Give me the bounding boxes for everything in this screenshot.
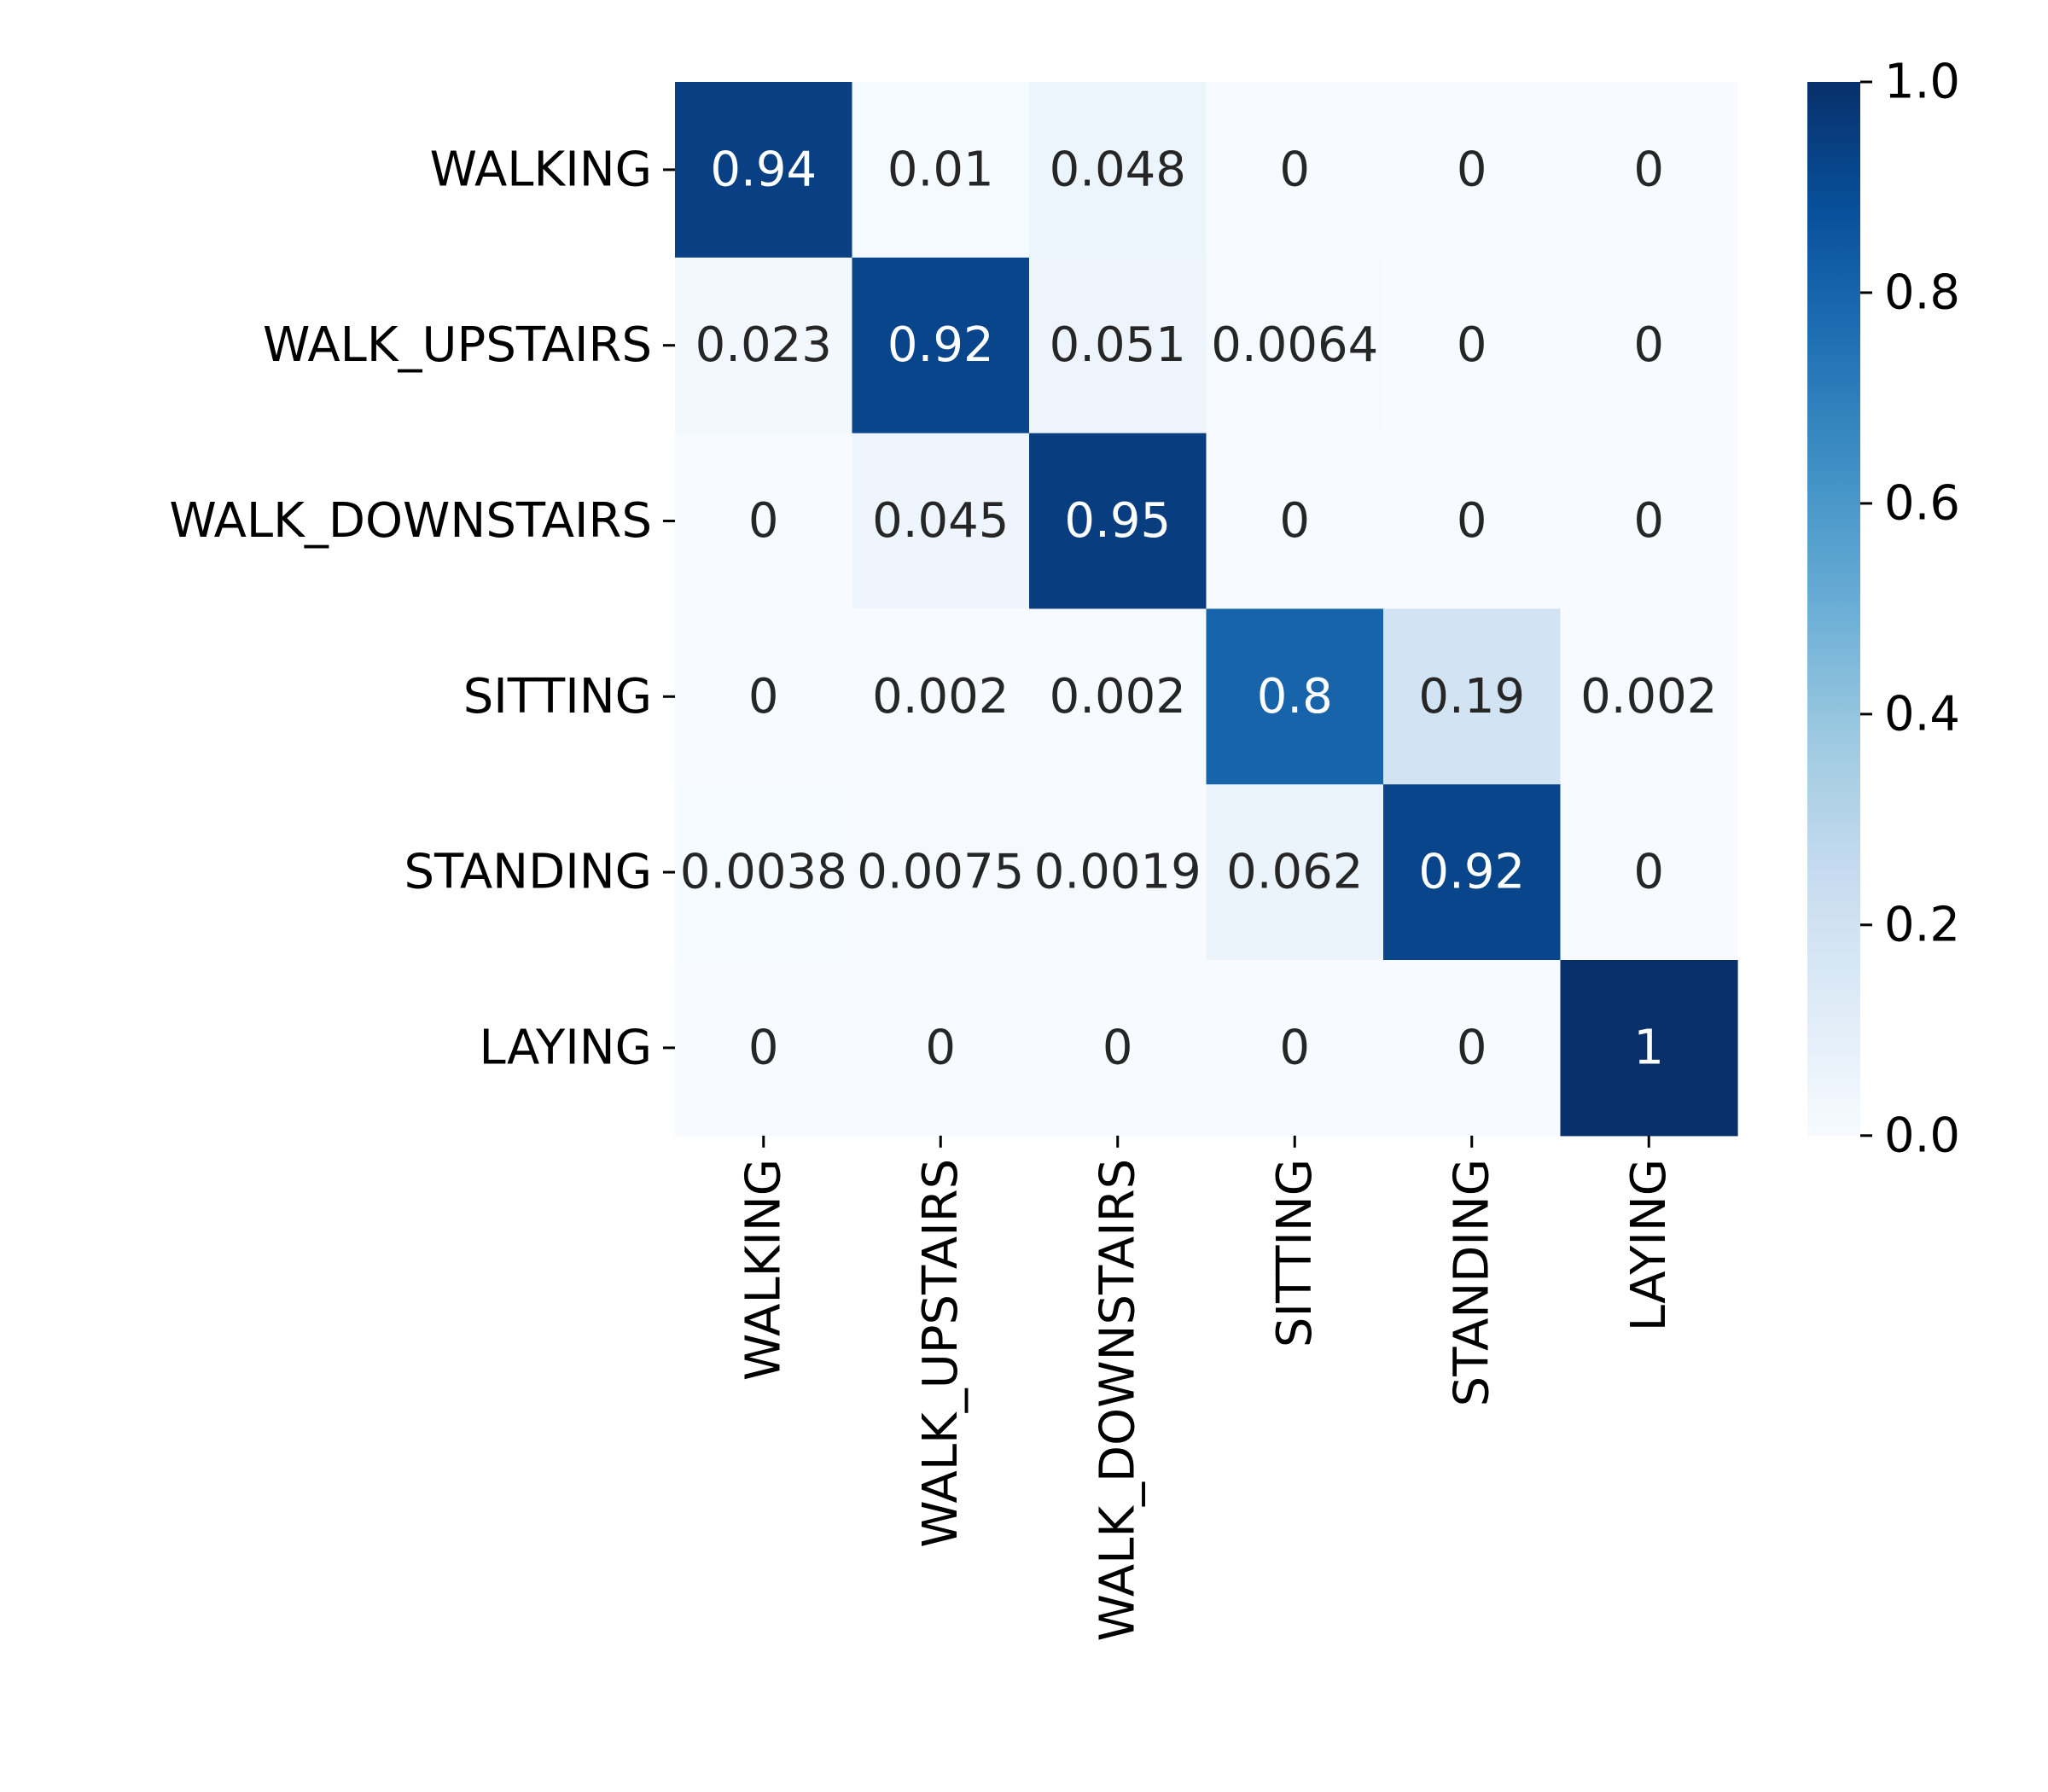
heatmap-cell — [1206, 784, 1384, 961]
cell-annotation: 0 — [1457, 317, 1487, 373]
heatmap-cell — [1560, 608, 1738, 785]
heatmap-cell — [1206, 433, 1384, 609]
heatmap-cell — [1029, 784, 1207, 961]
heatmap-cell — [1029, 433, 1207, 609]
heatmap-cell — [1560, 433, 1738, 609]
cell-annotation: 0.062 — [1226, 845, 1363, 900]
cell-annotation: 0 — [1633, 142, 1664, 197]
heatmap-cell — [675, 608, 853, 785]
heatmap-cell — [1029, 257, 1207, 434]
cell-annotation: 0 — [1103, 1020, 1133, 1075]
heatmap-cell — [1029, 960, 1207, 1137]
heatmap-cell — [852, 784, 1030, 961]
colorbar-tick-label: 1.0 — [1884, 55, 1960, 110]
heatmap-cell — [852, 257, 1030, 434]
heatmap-cell — [1560, 960, 1738, 1137]
heatmap-cell — [1560, 784, 1738, 961]
cell-annotation: 0.045 — [872, 493, 1009, 549]
heatmap-cell — [1560, 257, 1738, 434]
cell-annotation: 0 — [748, 669, 779, 724]
cell-annotation: 0 — [1633, 317, 1664, 373]
heatmap-cell — [1560, 82, 1738, 259]
x-tick-label: WALKING — [736, 1159, 791, 1381]
y-tick-label: WALK_DOWNSTAIRS — [169, 493, 652, 549]
heatmap-cell — [675, 960, 853, 1137]
x-tick-label: SITTING — [1267, 1159, 1323, 1347]
heatmap-cell — [1383, 784, 1562, 961]
cell-annotation: 0 — [1279, 493, 1310, 549]
cell-annotation: 0.023 — [695, 317, 832, 373]
heatmap-cell — [1206, 257, 1384, 434]
heatmap-cell — [1206, 82, 1384, 259]
colorbar-tick-label: 0.6 — [1884, 475, 1960, 531]
colorbar-tick-label: 0.8 — [1884, 265, 1960, 320]
cell-annotation: 0.0064 — [1211, 317, 1378, 373]
x-tick-label: STANDING — [1444, 1159, 1499, 1407]
heatmap-cell — [675, 257, 853, 434]
cell-annotation: 0 — [748, 1020, 779, 1075]
cell-annotation: 0 — [1633, 845, 1664, 900]
cell-annotation: 0.0075 — [857, 845, 1024, 900]
y-tick-label: WALKING — [430, 142, 652, 197]
heatmap-cell — [1383, 257, 1562, 434]
cell-annotation: 0 — [1633, 493, 1664, 549]
cell-annotation: 0.0038 — [680, 845, 847, 900]
colorbar-tick-label: 0.2 — [1884, 897, 1960, 952]
heatmap-cell — [1383, 608, 1562, 785]
cell-annotation: 0.01 — [887, 142, 994, 197]
y-tick-label: WALK_UPSTAIRS — [263, 317, 652, 373]
heatmap-cell — [852, 82, 1030, 259]
colorbar: 0.0 0.2 0.4 0.6 0.8 1.0 — [1807, 55, 1960, 1163]
cell-annotation: 0 — [1279, 142, 1310, 197]
cell-annotation: 0.8 — [1257, 669, 1333, 724]
cell-annotation: 0.19 — [1418, 669, 1525, 724]
heatmap-cell — [1206, 608, 1384, 785]
cell-annotation: 0 — [1457, 493, 1487, 549]
cell-annotation: 0.95 — [1064, 493, 1171, 549]
cell-annotation: 0.92 — [887, 317, 994, 373]
cell-annotation: 0.002 — [1580, 669, 1717, 724]
cell-annotation: 1 — [1633, 1020, 1664, 1075]
colorbar-tick-label: 0.4 — [1884, 686, 1960, 742]
cell-annotation: 0.002 — [872, 669, 1009, 724]
cell-annotation: 0 — [1457, 142, 1487, 197]
y-tick-label: STANDING — [404, 845, 652, 900]
cell-annotations: 0.94 0.01 0.048 0 0 0 0.023 0.92 0.051 0.0064 0 0 0 0… — [680, 142, 1718, 1075]
heatmap-cell — [675, 433, 853, 609]
cell-annotation: 0 — [925, 1020, 956, 1075]
colorbar-tick-label: 0.0 — [1884, 1108, 1960, 1163]
x-tick-label: LAYING — [1621, 1159, 1677, 1331]
heatmap-cell — [1383, 82, 1562, 259]
heatmap-cell — [1029, 608, 1207, 785]
heatmap-cell — [852, 608, 1030, 785]
heatmap-cell — [1383, 960, 1562, 1137]
heatmap-cell — [675, 82, 853, 259]
cell-annotation: 0.0019 — [1034, 845, 1201, 900]
heatmap-cell — [675, 784, 853, 961]
colorbar-gradient — [1807, 82, 1860, 1136]
heatmap-cell — [1206, 960, 1384, 1137]
heatmap-cell — [1383, 433, 1562, 609]
cell-annotation: 0.002 — [1050, 669, 1186, 724]
heatmap-cell — [852, 960, 1030, 1137]
y-axis: WALKING WALK_UPSTAIRS WALK_DOWNSTAIRS SITTI… — [169, 142, 675, 1075]
heatmap-cells — [675, 82, 1738, 1137]
cell-annotation: 0 — [1279, 1020, 1310, 1075]
x-tick-label: WALK_UPSTAIRS — [913, 1159, 969, 1548]
heatmap-cell — [1029, 82, 1207, 259]
x-axis: WALKING WALK_UPSTAIRS WALK_DOWNSTAIRS SITTI… — [736, 1135, 1677, 1642]
x-tick-label: WALK_DOWNSTAIRS — [1090, 1159, 1145, 1642]
cell-annotation: 0.051 — [1050, 317, 1186, 373]
y-tick-label: SITTING — [463, 669, 652, 724]
y-tick-label: LAYING — [480, 1020, 652, 1075]
cell-annotation: 0 — [1457, 1020, 1487, 1075]
heatmap-cell — [852, 433, 1030, 609]
cell-annotation: 0.94 — [710, 142, 817, 197]
cell-annotation: 0.048 — [1050, 142, 1186, 197]
cell-annotation: 0.92 — [1418, 845, 1525, 900]
cell-annotation: 0 — [748, 493, 779, 549]
